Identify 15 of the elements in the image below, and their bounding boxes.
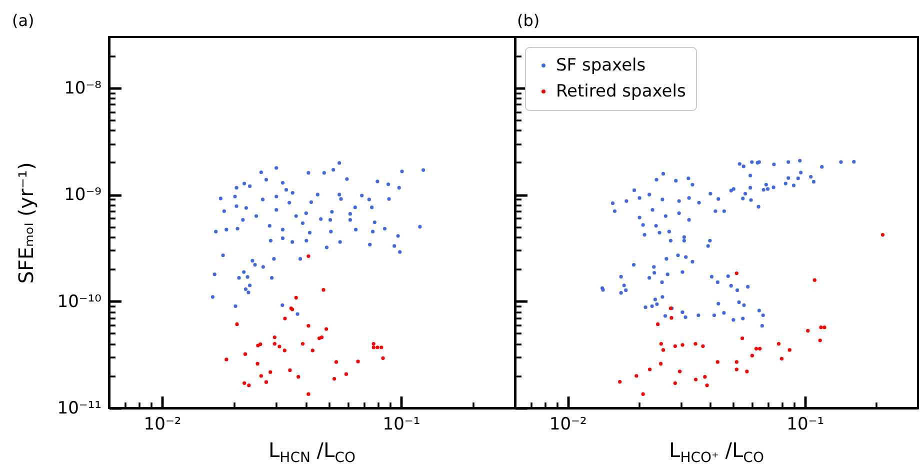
x-tick-label: 10⁻² [549,414,587,434]
y-axis-title: SFEₘₒₗ (yr⁻¹) [14,162,38,284]
y-tick-label: 10⁻⁸ [64,78,102,98]
x-tick-label: 10⁻² [144,414,182,434]
chart-title: (a) [12,11,34,30]
x-axis-title: L$_{HCO⁺}$ /L$_{CO}$ [669,438,764,466]
chart-title: (b) [517,11,540,30]
y-tick-label: 10⁻¹¹ [57,398,102,418]
x-axis-title: L$_{HCN}$ /L$_{CO}$ [268,438,356,466]
y-tick-label: 10⁻¹⁰ [57,292,102,312]
y-tick-label: 10⁻⁹ [64,185,102,206]
legend-label: SF spaxels [556,56,646,76]
x-tick-label: 10⁻¹ [786,414,824,434]
x-tick-label: 10⁻¹ [382,414,420,434]
legend-label: Retired spaxels [556,82,686,102]
